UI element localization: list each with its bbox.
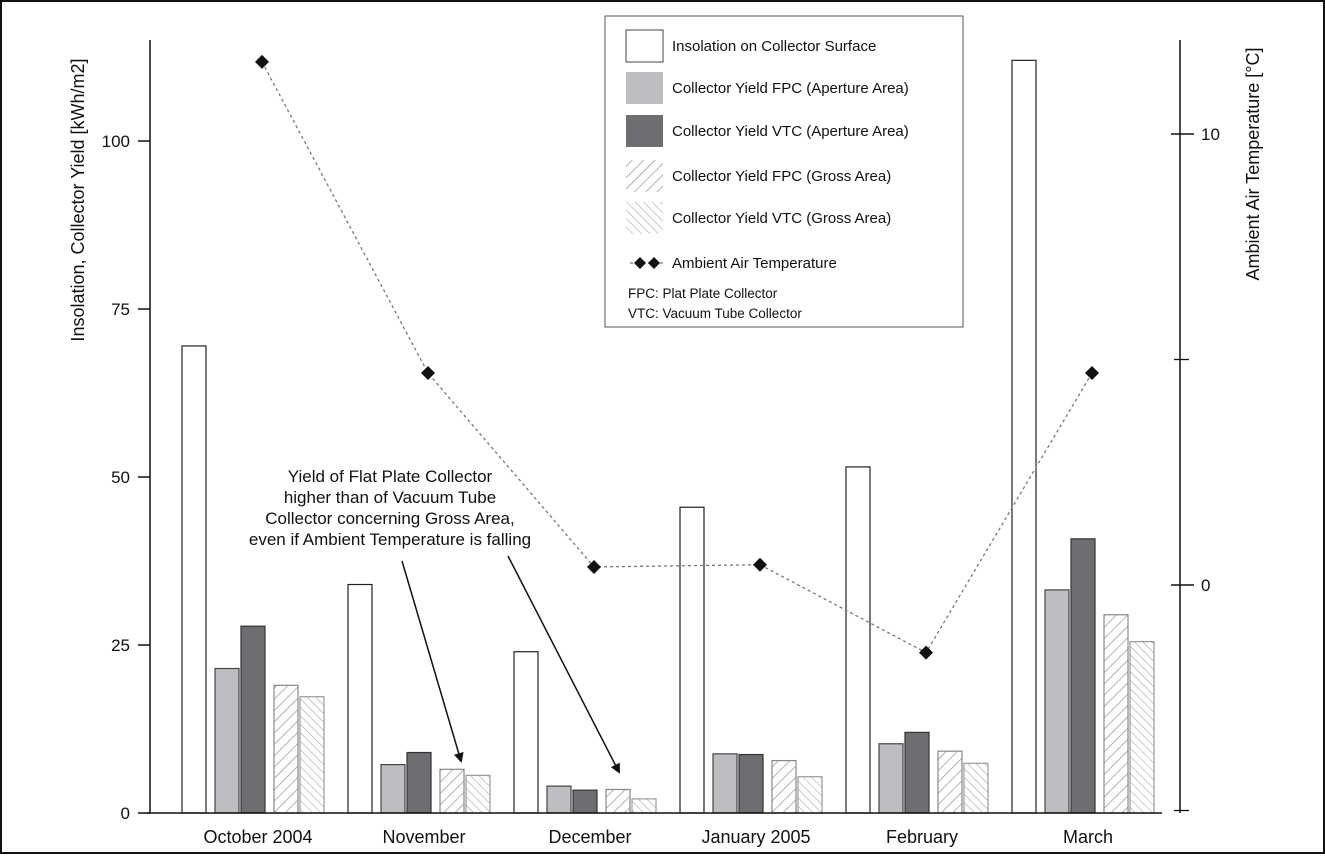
annotation: Yield of Flat Plate Collector higher tha… xyxy=(249,467,620,774)
bar-insolation-on-collector-surface-december xyxy=(513,651,539,814)
legend-label-ambient-air-temperature: Ambient Air Temperature xyxy=(672,255,837,272)
bar-insolation-on-collector-surface-october-2004 xyxy=(181,345,207,814)
y-axis-title: Insolation, Collector Yield [kWh/m2] xyxy=(68,58,88,341)
legend-label-insolation-on-collector-surface: Insolation on Collector Surface xyxy=(672,38,876,55)
temperature-point-march xyxy=(1085,366,1099,381)
annotation-line-1: Yield of Flat Plate Collector xyxy=(288,467,493,486)
legend-note-vtc: VTC: Vacuum Tube Collector xyxy=(628,306,802,321)
annotation-arrow-december xyxy=(507,555,620,774)
bar-collector-yield-fpc-aperture-area-february xyxy=(878,743,904,814)
bar-collector-yield-vtc-aperture-area-march xyxy=(1070,538,1096,814)
x-tick-label-november: November xyxy=(382,827,465,847)
bar-collector-yield-vtc-aperture-area-october-2004 xyxy=(240,625,266,814)
legend-box xyxy=(604,15,964,328)
bar-collector-yield-vtc-aperture-area-november xyxy=(406,751,432,814)
bar-collector-yield-fpc-aperture-area-october-2004 xyxy=(214,667,240,814)
temperature-point-december xyxy=(587,559,601,574)
y2-axis-title: Ambient Air Temperature [°C] xyxy=(1243,48,1263,281)
x-tick-label-october-2004: October 2004 xyxy=(203,827,312,847)
temperature-point-february xyxy=(919,645,933,660)
legend-swatch-insolation-on-collector-surface xyxy=(625,29,664,63)
bar-insolation-on-collector-surface-january-2005 xyxy=(679,506,705,814)
legend-swatch-collector-yield-fpc-aperture-area xyxy=(626,72,663,104)
x-tick-label-february: February xyxy=(886,827,958,847)
bar-collector-yield-vtc-gross-area-january-2005 xyxy=(797,776,823,814)
legend: Insolation on Collector Surface Collector… xyxy=(604,15,964,328)
temperature-point-october-2004 xyxy=(255,54,269,69)
bar-collector-yield-fpc-aperture-area-december xyxy=(546,785,572,814)
bar-collector-yield-vtc-gross-area-october-2004 xyxy=(299,696,325,814)
annotation-arrow-november xyxy=(401,560,464,763)
temperature-point-november xyxy=(421,366,435,381)
legend-swatch-collector-yield-vtc-gross-area xyxy=(626,202,663,234)
y-tick-label-50: 50 xyxy=(111,468,130,487)
x-tick-label-january-2005: January 2005 xyxy=(701,827,810,847)
temperature-layer xyxy=(255,54,1099,660)
bar-insolation-on-collector-surface-march xyxy=(1011,59,1037,814)
bar-collector-yield-vtc-gross-area-march xyxy=(1129,641,1155,814)
bar-insolation-on-collector-surface-february xyxy=(845,466,871,814)
x-tick-label-december: December xyxy=(548,827,631,847)
temperature-point-january-2005 xyxy=(753,557,767,572)
legend-note-fpc: FPC: Plat Plate Collector xyxy=(628,286,778,301)
bar-collector-yield-vtc-aperture-area-february xyxy=(904,731,930,814)
bar-collector-yield-fpc-gross-area-november xyxy=(439,768,465,814)
bar-collector-yield-fpc-gross-area-december xyxy=(605,788,631,814)
bar-collector-yield-vtc-gross-area-december xyxy=(631,798,657,814)
y2-tick-label-10: 10 xyxy=(1201,125,1220,144)
annotation-line-4: even if Ambient Temperature is falling xyxy=(249,530,531,549)
legend-label-collector-yield-fpc-aperture-area: Collector Yield FPC (Aperture Area) xyxy=(672,80,909,97)
x-tick-label-march: March xyxy=(1063,827,1113,847)
annotation-line-3: Collector concerning Gross Area, xyxy=(265,509,514,528)
bar-collector-yield-fpc-gross-area-october-2004 xyxy=(273,684,299,814)
annotation-line-2: higher than of Vacuum Tube xyxy=(284,488,496,507)
legend-swatch-collector-yield-fpc-gross-area xyxy=(626,160,663,192)
y-tick-label-75: 75 xyxy=(111,300,130,319)
legend-swatch-temperature-marker-1 xyxy=(648,257,660,269)
bar-collector-yield-fpc-gross-area-january-2005 xyxy=(771,759,797,814)
legend-label-collector-yield-vtc-gross-area: Collector Yield VTC (Gross Area) xyxy=(672,210,891,227)
bar-collector-yield-fpc-aperture-area-march xyxy=(1044,589,1070,814)
category-labels: October 2004 November December January 2005… xyxy=(203,827,1113,847)
temperature-line xyxy=(261,61,1093,654)
bar-collector-yield-fpc-gross-area-february xyxy=(937,750,963,814)
legend-swatch-collector-yield-vtc-aperture-area xyxy=(626,115,663,147)
y-tick-label-100: 100 xyxy=(102,132,130,151)
bar-collector-yield-fpc-aperture-area-november xyxy=(380,764,406,814)
bar-collector-yield-vtc-aperture-area-december xyxy=(572,789,598,814)
bar-collector-yield-fpc-gross-area-march xyxy=(1103,614,1129,814)
bar-collector-yield-vtc-aperture-area-january-2005 xyxy=(738,753,764,814)
bar-collector-yield-fpc-aperture-area-january-2005 xyxy=(712,753,738,814)
legend-swatch-temperature-marker-0 xyxy=(634,257,646,269)
y2-tick-label-0: 0 xyxy=(1201,576,1210,595)
bar-insolation-on-collector-surface-november xyxy=(347,583,373,814)
bar-collector-yield-vtc-gross-area-november xyxy=(465,774,491,814)
y-tick-label-25: 25 xyxy=(111,636,130,655)
legend-label-collector-yield-fpc-gross-area: Collector Yield FPC (Gross Area) xyxy=(672,168,891,185)
bar-collector-yield-vtc-gross-area-february xyxy=(963,762,989,814)
axes-layer: 0 25 50 75 100 0 10 xyxy=(102,40,1220,823)
y-tick-label-0: 0 xyxy=(121,804,130,823)
legend-label-collector-yield-vtc-aperture-area: Collector Yield VTC (Aperture Area) xyxy=(672,123,909,140)
